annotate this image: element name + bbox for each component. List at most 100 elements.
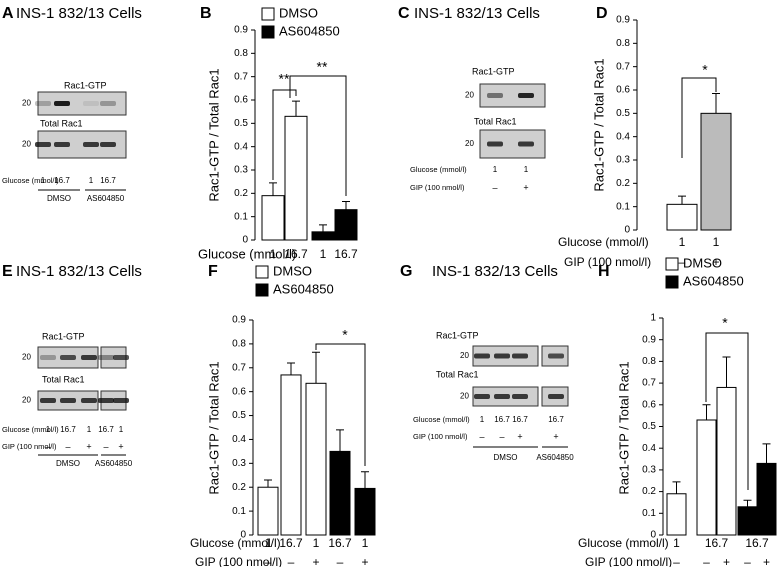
y-tick-label: 0.4 [234,141,248,152]
legend-label: DMSO [683,255,722,270]
significance-label: * [722,315,728,331]
panel-title: INS-1 832/13 Cells [16,263,142,280]
panel-title: INS-1 832/13 Cells [432,263,558,280]
band [40,398,56,403]
significance-bracket [289,75,347,196]
y-tick-label: 0.6 [232,386,246,397]
y-tick-label: 0.1 [642,508,656,519]
y-tick-label: 0.1 [234,211,248,222]
error-bar [319,224,327,232]
lane-label: 16.7 [54,176,70,185]
band [81,355,97,360]
error-bar [762,443,771,464]
y-tick-label: 0 [624,225,630,236]
error-bar [336,429,344,452]
bar [700,112,732,231]
legend-label: DMSO [273,263,312,278]
row-value: 16.7 [328,536,352,550]
mw-label: 20 [465,139,474,148]
row-value: + [712,255,719,269]
lane-label: + [517,431,522,441]
y-axis-label: Rac1-GTP / Total Rac1 [206,68,221,201]
legend-swatch [255,283,269,297]
error-bar [342,201,350,210]
lane-label: 1 [41,176,46,185]
group-label: AS604850 [95,459,133,468]
bar [716,386,737,536]
significance-label: ** [279,71,290,87]
y-tick-label: 0.5 [234,118,248,129]
error-bar [722,356,731,388]
row-value: 1 [320,247,327,261]
bar [257,486,279,536]
band [40,355,56,360]
y-axis-label: Rac1-GTP / Total Rac1 [616,361,631,494]
row-value: 1 [713,235,720,249]
bar [666,493,687,536]
band [512,394,528,399]
y-tick-label: 0.8 [616,38,630,49]
y-tick-label: 0.3 [234,165,248,176]
lane-label: 16.7 [98,425,114,434]
bar [284,115,308,241]
legend-label: AS604850 [273,281,334,296]
mw-label: 20 [460,392,469,401]
group-label: DMSO [56,459,80,468]
row-value: – [744,555,751,567]
lane-label: – [492,182,497,192]
mw-label: 20 [460,351,469,360]
y-tick-label: 0.1 [232,506,246,517]
bar [311,231,335,241]
y-tick-label: 0.8 [642,356,656,367]
row-label: Glucose (mmol/l) [410,165,467,174]
legend-label: AS604850 [279,23,340,38]
row-value: – [288,555,295,567]
y-tick-label: 0.8 [232,339,246,350]
y-tick-label: 0.5 [616,108,630,119]
mw-label: 20 [22,99,31,108]
y-tick-label: 0.4 [616,131,630,142]
row-label: Glucose (mmol/l) [2,176,59,185]
panel-letter: C [398,5,410,22]
bar [756,462,777,536]
row-value: 16.7 [745,536,769,550]
band [100,142,116,147]
error-bar [702,404,711,420]
band [60,355,76,360]
band [474,394,490,399]
lane-label: 16.7 [548,415,564,424]
y-tick-label: 0.5 [232,410,246,421]
y-tick-label: 0.2 [234,188,248,199]
row-label: GIP (100 nmol/l) [585,555,672,567]
row-value: + [312,555,319,567]
lane-label: 1 [524,165,529,174]
band-label: Total Rac1 [40,118,83,128]
y-tick-label: 0.6 [642,399,656,410]
y-tick-label: 0.7 [642,378,656,389]
band [512,353,528,359]
row-value: 16.7 [334,247,358,261]
significance-label: * [702,62,708,78]
band-label: Rac1-GTP [64,80,107,90]
row-label: GIP (100 nmol/l) [410,183,465,192]
band [35,142,51,147]
group-label: AS604850 [536,453,574,462]
y-tick-label: 0.3 [232,458,246,469]
panel-letter: E [2,263,13,280]
band [100,101,116,106]
lane-label: 1 [480,415,485,424]
band [487,93,503,98]
band-label: Rac1-GTP [436,330,479,340]
error-bar [292,100,300,117]
band [98,355,114,360]
y-tick-label: 0.9 [642,334,656,345]
error-bar [287,362,295,375]
group-label: DMSO [494,453,518,462]
significance-label: * [342,327,348,343]
band [113,398,129,403]
error-bar [672,481,681,494]
band-label: Total Rac1 [42,374,85,384]
significance-label: ** [317,59,328,75]
legend-label: AS604850 [683,273,744,288]
